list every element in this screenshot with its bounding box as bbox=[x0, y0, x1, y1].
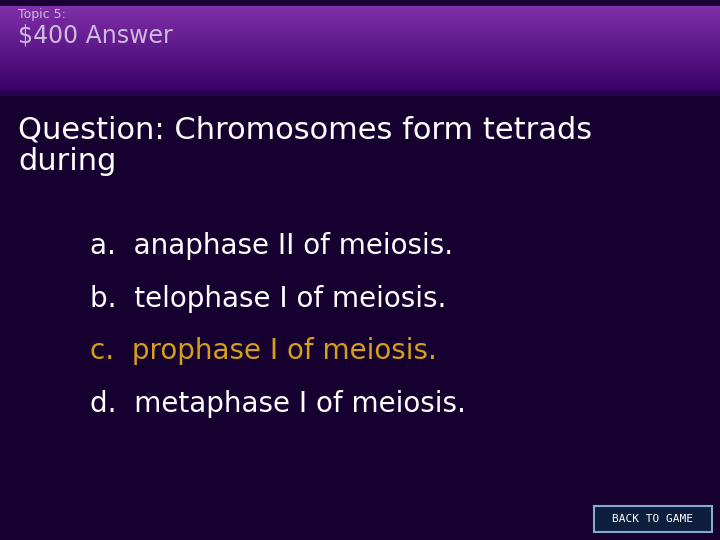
Bar bbox=[0, 24, 720, 25]
Bar bbox=[0, 86, 720, 87]
Bar bbox=[0, 32, 720, 33]
Bar bbox=[0, 35, 720, 36]
Bar bbox=[0, 40, 720, 41]
Bar bbox=[0, 58, 720, 59]
Bar bbox=[0, 51, 720, 52]
Bar bbox=[0, 53, 720, 54]
Bar bbox=[0, 47, 720, 48]
Bar bbox=[0, 12, 720, 13]
Text: c.  prophase I of meiosis.: c. prophase I of meiosis. bbox=[90, 337, 437, 365]
Bar bbox=[0, 62, 720, 63]
Bar bbox=[0, 74, 720, 75]
Bar bbox=[0, 34, 720, 35]
Bar bbox=[0, 26, 720, 27]
Text: d.  metaphase I of meiosis.: d. metaphase I of meiosis. bbox=[90, 390, 466, 418]
Bar bbox=[0, 30, 720, 31]
Bar bbox=[0, 87, 720, 88]
Bar bbox=[0, 11, 720, 12]
Bar bbox=[0, 72, 720, 73]
Bar bbox=[0, 15, 720, 16]
Bar bbox=[0, 68, 720, 69]
Bar bbox=[0, 56, 720, 57]
Bar bbox=[0, 13, 720, 14]
Text: Topic 5:: Topic 5: bbox=[18, 8, 66, 21]
Bar bbox=[0, 18, 720, 19]
Bar bbox=[0, 23, 720, 24]
Bar bbox=[0, 33, 720, 34]
Bar bbox=[0, 45, 720, 46]
Bar bbox=[0, 36, 720, 37]
Bar bbox=[0, 10, 720, 11]
Bar bbox=[0, 81, 720, 82]
Bar bbox=[0, 82, 720, 83]
Text: b.  telophase I of meiosis.: b. telophase I of meiosis. bbox=[90, 285, 446, 313]
Bar bbox=[0, 46, 720, 47]
Bar bbox=[0, 54, 720, 55]
Bar bbox=[0, 49, 720, 50]
Text: $400 Answer: $400 Answer bbox=[18, 24, 173, 48]
FancyBboxPatch shape bbox=[594, 506, 712, 532]
Bar bbox=[0, 77, 720, 78]
Bar bbox=[0, 76, 720, 77]
Bar bbox=[0, 41, 720, 42]
Bar bbox=[0, 29, 720, 30]
Bar bbox=[0, 85, 720, 86]
Bar bbox=[0, 59, 720, 60]
Bar bbox=[0, 22, 720, 23]
Bar bbox=[0, 28, 720, 29]
Bar bbox=[0, 57, 720, 58]
Bar bbox=[0, 42, 720, 43]
Bar bbox=[0, 84, 720, 85]
Text: Question: Chromosomes form tetrads: Question: Chromosomes form tetrads bbox=[18, 115, 592, 144]
Bar bbox=[0, 80, 720, 81]
Bar bbox=[0, 71, 720, 72]
Bar bbox=[0, 17, 720, 18]
Bar bbox=[0, 60, 720, 61]
Bar bbox=[0, 37, 720, 38]
Bar bbox=[0, 73, 720, 74]
Bar bbox=[0, 79, 720, 80]
Bar bbox=[0, 90, 720, 96]
Bar bbox=[0, 6, 720, 7]
Bar bbox=[0, 88, 720, 89]
Bar bbox=[0, 43, 720, 44]
Bar bbox=[0, 19, 720, 20]
Bar bbox=[0, 75, 720, 76]
Text: BACK TO GAME: BACK TO GAME bbox=[613, 514, 693, 524]
Bar bbox=[0, 67, 720, 68]
Bar bbox=[0, 9, 720, 10]
Bar bbox=[0, 0, 720, 8]
Bar bbox=[0, 52, 720, 53]
Bar bbox=[0, 14, 720, 15]
Bar bbox=[0, 20, 720, 21]
Bar bbox=[0, 64, 720, 65]
Bar bbox=[0, 48, 720, 49]
Bar bbox=[0, 39, 720, 40]
Bar bbox=[0, 44, 720, 45]
Bar bbox=[0, 89, 720, 90]
Bar bbox=[0, 27, 720, 28]
Bar bbox=[0, 38, 720, 39]
Bar bbox=[0, 25, 720, 26]
Bar bbox=[0, 63, 720, 64]
Bar bbox=[0, 21, 720, 22]
Bar bbox=[0, 70, 720, 71]
Bar bbox=[0, 78, 720, 79]
Bar bbox=[0, 55, 720, 56]
Bar bbox=[0, 7, 720, 8]
Bar bbox=[0, 69, 720, 70]
Bar bbox=[0, 61, 720, 62]
Text: a.  anaphase II of meiosis.: a. anaphase II of meiosis. bbox=[90, 232, 453, 260]
Bar bbox=[0, 16, 720, 17]
Bar bbox=[0, 8, 720, 9]
Bar bbox=[0, 31, 720, 32]
Bar bbox=[0, 65, 720, 66]
Bar bbox=[0, 50, 720, 51]
Bar bbox=[0, 66, 720, 67]
Text: during: during bbox=[18, 147, 117, 176]
Bar bbox=[0, 83, 720, 84]
